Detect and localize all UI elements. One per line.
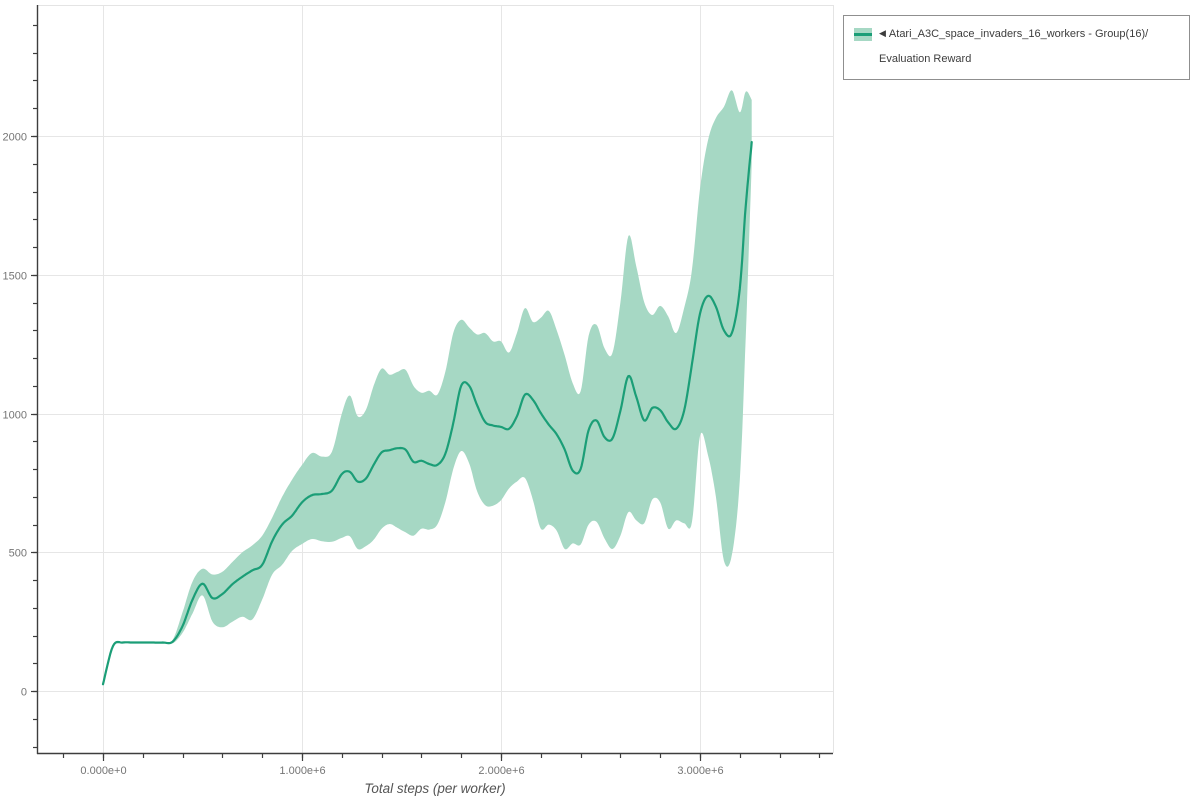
legend[interactable]: ◀ Atari_A3C_space_invaders_16_workers - G… — [843, 15, 1190, 80]
legend-collapse-icon[interactable]: ◀ — [879, 28, 886, 38]
y-tick-label: 1500 — [3, 270, 27, 282]
x-tick-label: 1.000e+6 — [279, 765, 325, 777]
x-axis-title: Total steps (per worker) — [364, 781, 506, 796]
y-tick-label: 1000 — [3, 409, 27, 421]
series-mean-line — [101, 141, 753, 686]
y-tick-label: 0 — [21, 686, 27, 698]
x-tick-label: 0.000e+0 — [80, 765, 126, 777]
legend-series-line-icon — [854, 33, 872, 36]
legend-label-line1: ◀ Atari_A3C_space_invaders_16_workers - G… — [879, 22, 1148, 47]
y-tick-label: 500 — [9, 547, 27, 559]
series-band — [103, 90, 752, 686]
x-tick-label: 2.000e+6 — [478, 765, 524, 777]
legend-series-name: Atari_A3C_space_invaders_16_workers - Gr… — [888, 28, 1149, 40]
y-tick-label: 2000 — [3, 131, 27, 143]
legend-series-label: ◀ Atari_A3C_space_invaders_16_workers - G… — [879, 22, 1148, 72]
legend-series-swatch — [854, 28, 872, 41]
legend-label-line2: Evaluation Reward — [879, 53, 972, 65]
x-tick-label: 3.000e+6 — [677, 765, 723, 777]
